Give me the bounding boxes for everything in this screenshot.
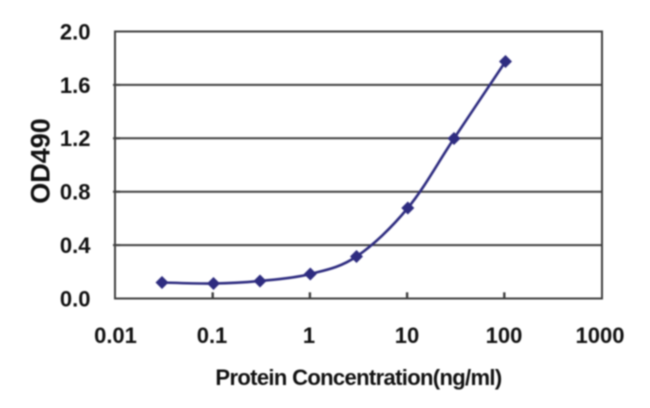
svg-text:1.6: 1.6 <box>60 73 91 98</box>
svg-text:0.4: 0.4 <box>60 233 91 258</box>
svg-text:100: 100 <box>486 323 523 348</box>
svg-text:1.2: 1.2 <box>60 126 91 151</box>
svg-text:1: 1 <box>303 323 315 348</box>
svg-text:0.8: 0.8 <box>60 180 91 205</box>
svg-text:0.01: 0.01 <box>94 323 137 348</box>
svg-text:1000: 1000 <box>576 323 625 348</box>
svg-text:0.0: 0.0 <box>60 286 91 311</box>
svg-text:2.0: 2.0 <box>60 19 91 44</box>
svg-text:OD490: OD490 <box>26 118 56 204</box>
svg-text:10: 10 <box>395 323 419 348</box>
svg-text:Protein Concentration(ng/ml): Protein Concentration(ng/ml) <box>215 365 501 390</box>
svg-text:0.1: 0.1 <box>197 323 228 348</box>
